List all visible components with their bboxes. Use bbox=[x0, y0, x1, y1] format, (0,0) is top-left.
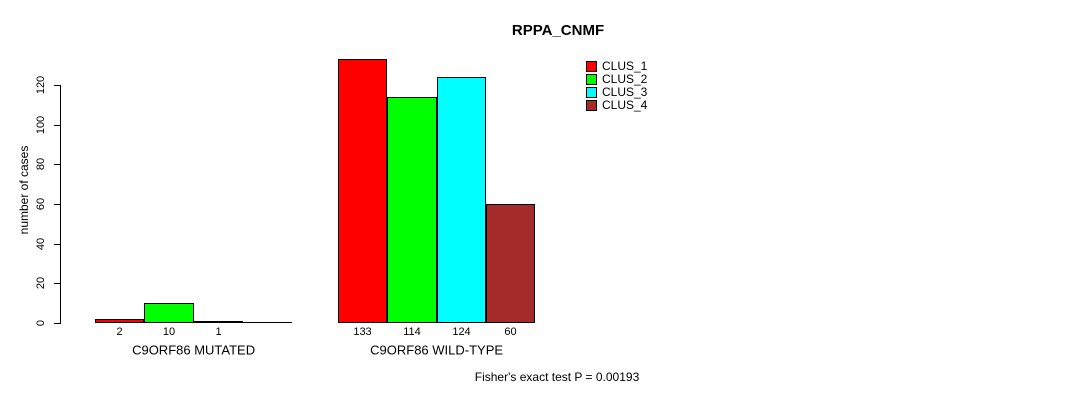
bar-clus-1-c9orf86-mutated bbox=[95, 319, 144, 323]
legend-swatch-clus-3 bbox=[586, 87, 597, 98]
y-tick-label: 0 bbox=[35, 319, 47, 327]
chart-title: RPPA_CNMF bbox=[511, 22, 605, 39]
bar-clus-2-c9orf86-mutated bbox=[144, 303, 194, 323]
y-tick bbox=[54, 164, 60, 165]
legend-item-clus-1: CLUS_1 bbox=[586, 59, 648, 73]
bar-clus-1-c9orf86-wild-type bbox=[338, 59, 387, 323]
legend-item-clus-3: CLUS_3 bbox=[586, 85, 648, 99]
y-tick-label: 120 bbox=[35, 75, 47, 95]
y-tick bbox=[54, 244, 60, 245]
bar-clus-2-c9orf86-wild-type bbox=[387, 97, 437, 323]
legend-swatch-clus-2 bbox=[586, 74, 597, 85]
y-tick-label: 40 bbox=[35, 237, 47, 251]
y-axis-line bbox=[60, 85, 61, 324]
group-label-c9orf86-wild-type: C9ORF86 WILD-TYPE bbox=[370, 342, 504, 358]
legend-label-clus-1: CLUS_1 bbox=[602, 59, 648, 73]
y-tick bbox=[54, 323, 60, 324]
legend-item-clus-2: CLUS_2 bbox=[586, 72, 648, 86]
legend: CLUS_1 CLUS_2 CLUS_3 CLUS_4 bbox=[586, 59, 648, 112]
y-tick-label: 100 bbox=[35, 115, 47, 135]
bar-value-label: 1 bbox=[215, 326, 222, 338]
y-tick bbox=[54, 125, 60, 126]
y-tick-label: 80 bbox=[35, 157, 47, 171]
fisher-test-annotation: Fisher's exact test P = 0.00193 bbox=[474, 370, 640, 384]
bar-value-label: 124 bbox=[452, 326, 471, 338]
legend-label-clus-3: CLUS_3 bbox=[602, 85, 648, 99]
bar-clus-3-c9orf86-wild-type bbox=[437, 77, 486, 323]
legend-swatch-clus-1 bbox=[586, 61, 597, 72]
bar-value-label: 114 bbox=[403, 326, 421, 338]
bar-value-label: 133 bbox=[353, 326, 372, 338]
bar-value-label: 2 bbox=[116, 326, 123, 338]
bar-value-label: 10 bbox=[162, 326, 176, 338]
y-tick-label: 20 bbox=[35, 276, 47, 290]
legend-label-clus-4: CLUS_4 bbox=[602, 98, 648, 112]
bar-clus-3-c9orf86-mutated bbox=[194, 321, 243, 323]
group-label-c9orf86-mutated: C9ORF86 MUTATED bbox=[132, 342, 256, 358]
bar-value-label: 60 bbox=[504, 326, 517, 338]
bar-clus-4-c9orf86-wild-type bbox=[486, 204, 535, 323]
legend-swatch-clus-4 bbox=[586, 100, 597, 111]
legend-item-clus-4: CLUS_4 bbox=[586, 98, 648, 112]
bar-clus-4-c9orf86-mutated bbox=[243, 322, 292, 323]
y-tick bbox=[54, 204, 60, 205]
legend-label-clus-2: CLUS_2 bbox=[602, 72, 648, 86]
y-tick bbox=[54, 283, 60, 284]
y-tick bbox=[54, 85, 60, 86]
y-tick-label: 60 bbox=[35, 197, 47, 211]
